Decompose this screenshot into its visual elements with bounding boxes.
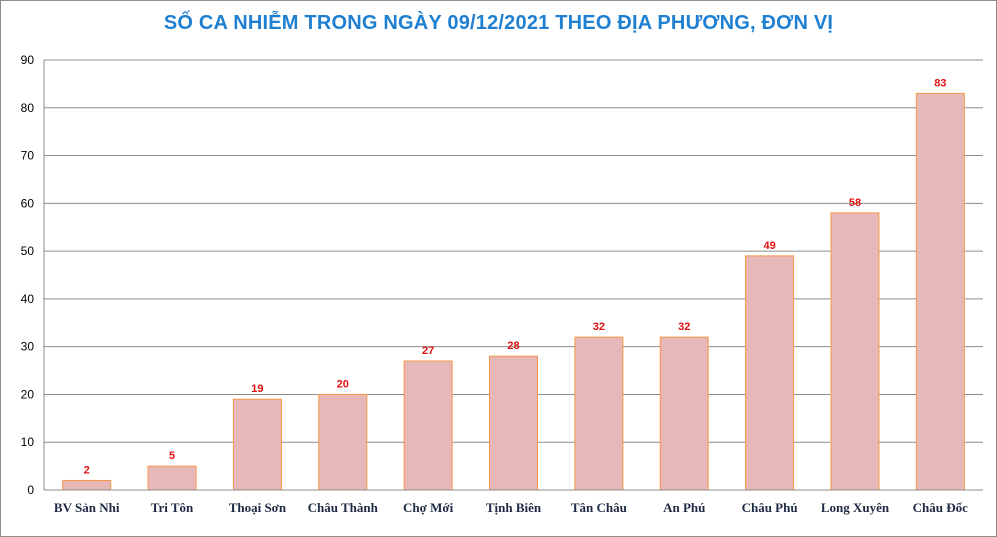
data-label: 58 <box>849 197 861 209</box>
data-label: 19 <box>251 383 263 395</box>
x-tick-label: Thoại Sơn <box>229 500 287 515</box>
x-tick-label: Long Xuyên <box>821 500 890 515</box>
bar <box>574 336 624 491</box>
y-tick-label: 60 <box>21 196 35 210</box>
y-axis: 0 10 20 30 40 50 60 70 80 90 <box>21 53 983 497</box>
x-tick-label: Tân Châu <box>571 500 627 515</box>
data-labels: 2 5 19 20 27 28 32 32 49 58 83 <box>84 77 947 476</box>
bar <box>659 336 709 491</box>
data-label: 2 <box>84 464 90 476</box>
bar <box>62 479 112 491</box>
y-tick-label: 50 <box>21 244 35 258</box>
x-tick-label: Châu Phú <box>742 500 798 515</box>
x-tick-label: An Phú <box>663 500 705 515</box>
y-tick-label: 20 <box>21 387 35 401</box>
y-tick-label: 10 <box>21 435 35 449</box>
bars <box>62 92 965 491</box>
chart-title: SỐ CA NHIỄM TRONG NGÀY 09/12/2021 THEO Đ… <box>163 12 834 34</box>
bar <box>318 393 368 491</box>
data-label: 49 <box>763 240 775 252</box>
y-tick-label: 40 <box>21 292 35 306</box>
x-tick-label: Châu Đốc <box>913 500 968 515</box>
bar <box>915 92 965 491</box>
y-tick-label: 90 <box>21 53 35 67</box>
data-label: 5 <box>169 450 175 462</box>
data-label: 28 <box>507 340 519 352</box>
x-tick-label: Tri Tôn <box>151 500 194 515</box>
bar <box>745 255 795 491</box>
y-tick-label: 70 <box>21 149 35 163</box>
bar <box>830 212 880 491</box>
gridlines <box>44 59 983 443</box>
y-tick-label: 80 <box>21 101 35 115</box>
bar <box>147 465 197 491</box>
data-label: 32 <box>593 321 605 333</box>
data-label: 27 <box>422 345 434 357</box>
x-tick-label: Tịnh Biên <box>486 500 542 515</box>
data-label: 83 <box>934 77 946 89</box>
bar <box>403 360 453 491</box>
y-tick-label: 0 <box>27 483 34 497</box>
data-label: 20 <box>337 378 349 390</box>
bar <box>489 355 538 491</box>
x-tick-label: Châu Thành <box>308 500 379 515</box>
x-tick-label: BV Sản Nhi <box>54 500 120 515</box>
bar <box>232 398 282 491</box>
x-tick-label: Chợ Mới <box>403 500 454 515</box>
x-axis: BV Sản Nhi Tri Tôn Thoại Sơn Châu Thành Chợ … <box>54 500 968 515</box>
data-label: 32 <box>678 321 690 333</box>
y-tick-label: 30 <box>21 340 35 354</box>
